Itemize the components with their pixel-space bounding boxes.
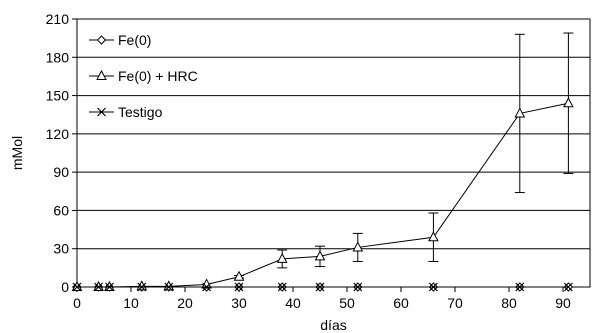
legend-marker [96, 35, 107, 45]
data-point [563, 282, 573, 292]
data-point [163, 280, 175, 291]
data-point [428, 282, 438, 292]
y-tick-label: 90 [53, 164, 69, 180]
x-tick-label: 20 [177, 295, 193, 311]
x-tick-label: 50 [339, 295, 355, 311]
legend-label: Fe(0) [118, 32, 151, 48]
y-tick-label: 0 [61, 279, 69, 295]
x-tick-label: 0 [73, 295, 81, 311]
data-point [234, 282, 244, 292]
data-point [353, 282, 363, 292]
plot-area [76, 18, 591, 288]
data-point [136, 280, 148, 291]
y-axis-label: mMol [9, 136, 25, 170]
data-point [137, 282, 147, 292]
y-tick-label: 120 [46, 126, 70, 142]
legend-label: Testigo [118, 104, 163, 120]
data-point [276, 252, 288, 263]
legend-item: Fe(0) + HRC [89, 68, 198, 84]
legend-item: Testigo [89, 104, 163, 120]
data-point [277, 282, 287, 292]
y-tick-label: 210 [46, 11, 70, 27]
y-tick-label: 30 [53, 241, 69, 257]
data-point [201, 278, 212, 289]
data-point [428, 231, 439, 242]
y-tick-label: 150 [46, 88, 70, 104]
legend: Fe(0) Fe(0) + HRC Testigo [89, 32, 198, 120]
x-tick-label: 10 [123, 295, 139, 311]
data-point [94, 282, 104, 292]
data-point [72, 282, 82, 292]
y-tick-label: 180 [46, 49, 70, 65]
series-x [72, 282, 573, 292]
data-point [233, 270, 245, 281]
tick-labels: 0 30 60 90 120 150 180 210 0 10 20 30 40 50 60 70 80 90 [46, 11, 571, 311]
y-tick-label: 60 [53, 202, 69, 218]
x-tick-label: 30 [231, 295, 247, 311]
grid-lines [77, 56, 590, 250]
data-point [514, 107, 526, 118]
legend-marker [97, 107, 106, 117]
x-tick-label: 80 [501, 295, 517, 311]
legend-label: Fe(0) + HRC [118, 68, 198, 84]
x-tick-label: 70 [447, 295, 463, 311]
data-point [515, 282, 525, 292]
data-point [164, 282, 174, 292]
legend-marker [96, 69, 107, 80]
legend-item: Fe(0) [89, 32, 151, 48]
axes [72, 18, 564, 292]
data-point [202, 282, 212, 292]
series-layer [71, 32, 574, 292]
data-point [104, 282, 114, 292]
data-point [352, 241, 364, 252]
data-point [563, 97, 574, 108]
x-tick-label: 40 [285, 295, 301, 311]
data-point [314, 250, 326, 261]
x-tick-label: 60 [393, 295, 409, 311]
x-axis-label: días [320, 317, 346, 333]
x-tick-label: 90 [555, 295, 571, 311]
data-point [315, 282, 325, 292]
